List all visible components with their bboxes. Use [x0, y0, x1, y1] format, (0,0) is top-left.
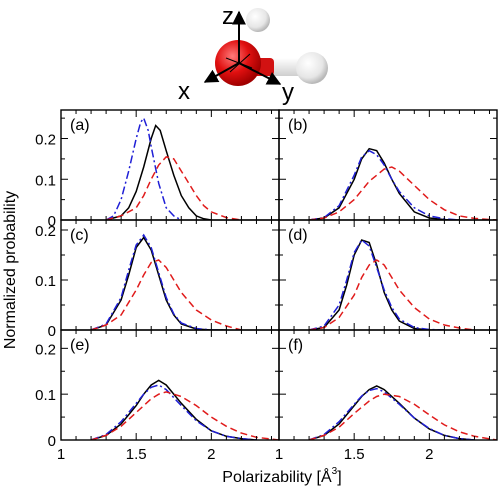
series-line-2: [90, 384, 257, 440]
y-tick-label: 0: [48, 213, 56, 230]
x-tick-label: 2: [425, 446, 433, 463]
x-axis-title-superscript: 3: [332, 466, 338, 477]
series-line-2: [308, 238, 445, 330]
series-line-1: [105, 124, 212, 220]
x-axis-arrow: [203, 62, 240, 83]
series-line-1: [308, 385, 475, 440]
x-axis-title-main: Polarizability [Å: [222, 467, 332, 486]
series-line-2: [105, 116, 182, 220]
panel-c: 0 0.1 0.2 (c): [35, 219, 280, 340]
panel-frame: [278, 109, 498, 221]
axis-cross-b: [229, 53, 251, 73]
hydrogen-atom-right: [296, 52, 328, 84]
series-line-2: [90, 233, 227, 330]
z-axis-label: z: [222, 3, 234, 30]
series-line-3: [309, 166, 497, 220]
series-line-2: [308, 149, 460, 220]
water-molecule-illustration: z x y: [178, 3, 328, 106]
y-axis-label: y: [282, 79, 294, 106]
y-axis-arrow: [238, 62, 282, 85]
series-line-1: [90, 379, 257, 440]
panel-label: (d): [288, 227, 308, 244]
series-line-3: [105, 156, 242, 220]
panel-label: (e): [70, 337, 90, 354]
x-tick-label: 1.5: [344, 446, 365, 463]
panel-label: (b): [288, 117, 308, 134]
series-line-3: [308, 259, 475, 330]
hydrogen-atom-top: [246, 8, 270, 32]
panel-frame: [278, 219, 498, 331]
panel-label: (f): [288, 337, 303, 354]
series-line-2: [308, 387, 475, 440]
y-tick-label: 0.1: [35, 273, 56, 290]
y-axis-title: Normalized probability: [2, 191, 19, 349]
series-line-3: [308, 393, 497, 440]
panel-frame: [278, 329, 498, 441]
y-tick-label: 0.1: [35, 172, 56, 189]
x-axis-label: x: [178, 78, 190, 105]
x-tick-label: 1: [275, 446, 283, 463]
series-line-1: [309, 147, 460, 220]
series-line-1: [90, 236, 227, 330]
x-axis-title-close: ]: [337, 469, 341, 486]
panel-d: (d): [278, 219, 498, 331]
x-tick-label: 1: [57, 446, 65, 463]
y-tick-label: 0.1: [35, 387, 56, 404]
y-tick-label: 0.2: [35, 132, 56, 149]
y-tick-label: 0.2: [35, 223, 56, 240]
panel-label: (a): [70, 117, 90, 134]
panel-a: 0 0.1 0.2 (a): [35, 109, 280, 230]
panel-label: (c): [70, 227, 89, 244]
panel-e: 0 0.1 0.2 1 1.5 2 (e): [35, 329, 280, 463]
series-line-3: [90, 391, 279, 440]
y-tick-label: 0: [48, 323, 56, 340]
series-line-1: [308, 239, 445, 330]
axis-cross-a: [225, 57, 253, 69]
series-line-3: [90, 259, 242, 330]
chart-panels: 0 0.1 0.2 (a) (b) 0 0.1 0.2 (c) (d) 0 0.1 0.2 1 1.5 2 (e…: [35, 109, 498, 463]
panel-b: (b): [278, 109, 498, 221]
x-tick-label: 1.5: [126, 446, 147, 463]
panel-f: 1 1.5 2 (f): [275, 329, 498, 463]
panel-frame: [60, 329, 280, 441]
y-tick-label: 0: [48, 433, 56, 450]
y-tick-label: 0.2: [35, 341, 56, 358]
x-tick-label: 2: [207, 446, 215, 463]
x-axis-title: Polarizability [Å3]: [222, 466, 341, 486]
